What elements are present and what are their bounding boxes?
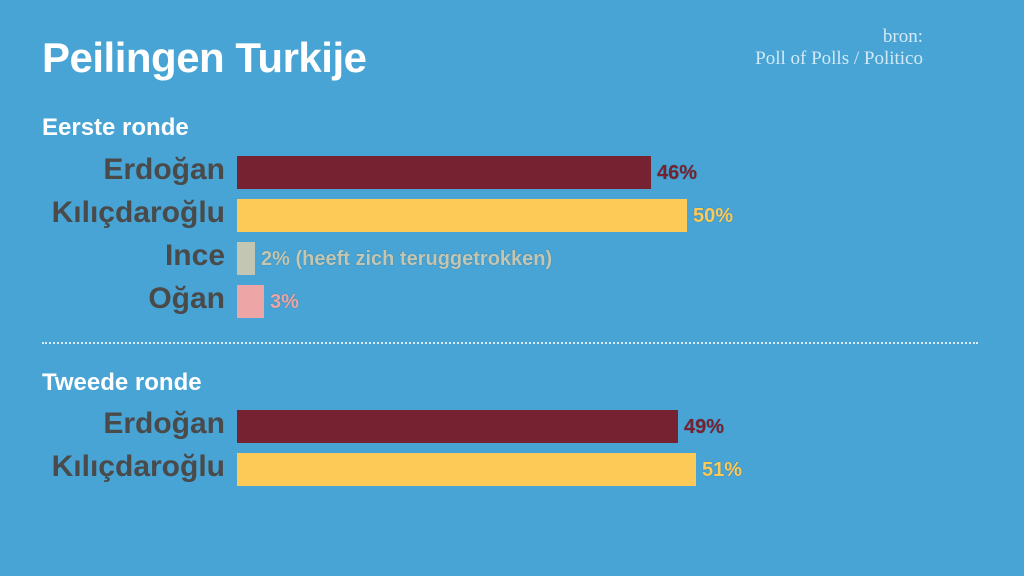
bar-label-ogan: Oğan [148, 282, 225, 315]
bar-erdogan [237, 410, 678, 443]
bar-label-ince: Ince [164, 239, 225, 272]
bar-label-erdogan: Erdoğan [103, 153, 225, 186]
bar-ince [237, 242, 255, 275]
bar-value-kilicdaroglu: 50% [693, 205, 734, 227]
bar-erdogan [237, 156, 651, 189]
source-text: Poll of Polls / Politico [755, 48, 923, 69]
bar-ogan [237, 285, 264, 318]
section-divider [42, 342, 978, 344]
bar-value-erdogan: 49% [684, 416, 725, 438]
bar-label-kilicdaroglu: Kılıçdaroğlu [51, 450, 225, 483]
bar-label-erdogan: Erdoğan [103, 407, 225, 440]
bar-value-ince: 2% (heeft zich teruggetrokken) [261, 248, 553, 270]
section-title-second-round: Tweede ronde [42, 369, 202, 396]
source-label: bron: [882, 26, 923, 47]
bar-value-kilicdaroglu: 51% [702, 459, 743, 481]
source-note: bron: Poll of Polls / Politico [755, 26, 923, 70]
bar-value-erdogan: 46% [657, 162, 698, 184]
bar-label-kilicdaroglu: Kılıçdaroğlu [51, 196, 225, 229]
bar-kilicdaroglu [237, 453, 696, 486]
bar-kilicdaroglu [237, 199, 687, 232]
section-title-first-round: Eerste ronde [42, 114, 189, 141]
bar-value-ogan: 3% [270, 291, 299, 313]
chart-title: Peilingen Turkije [42, 34, 367, 81]
